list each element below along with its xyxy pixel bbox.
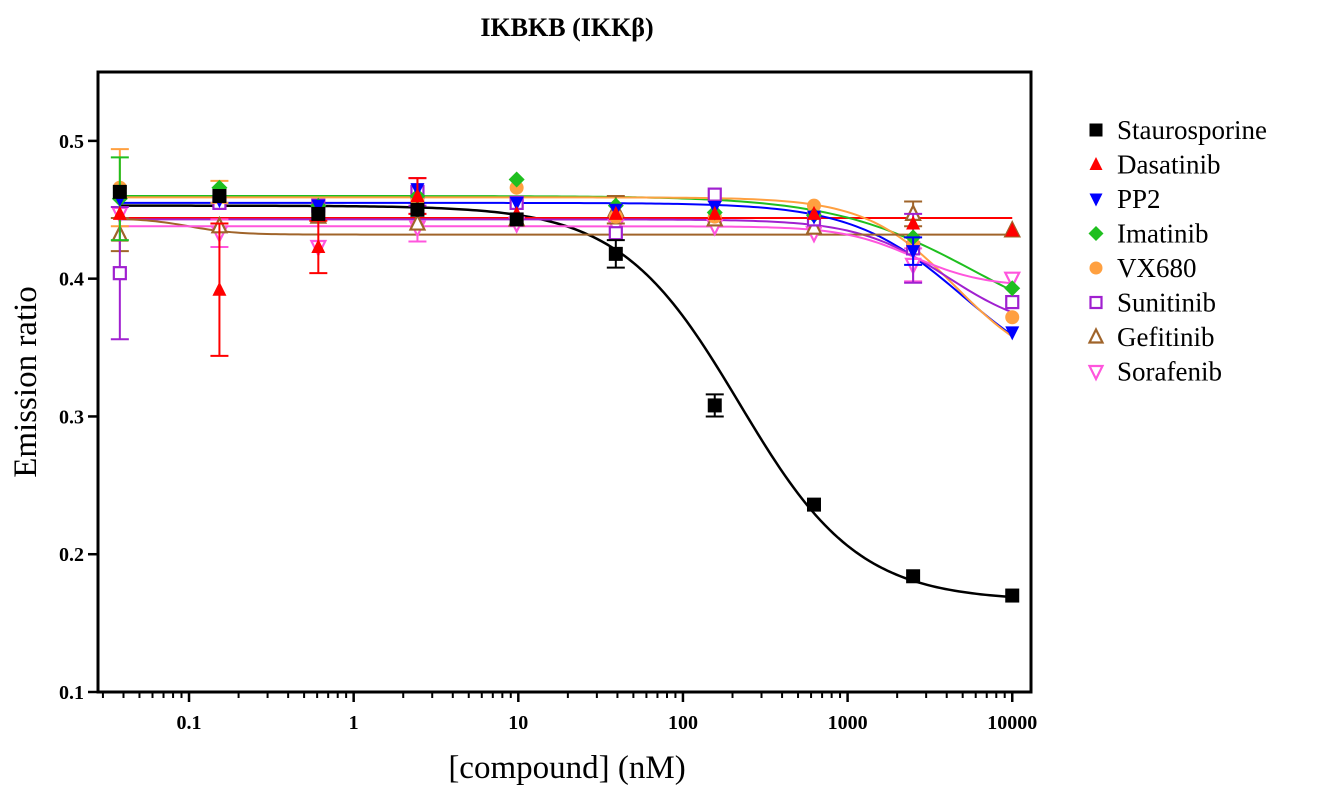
plot-frame [96,70,1033,694]
data-point-dasatinib [608,205,623,220]
x-axis-label: [compound] (nM) [448,750,685,786]
data-point-vx680 [509,180,524,195]
data-point-pp2 [509,196,524,211]
legend-label-imatinib: Imatinib [1117,219,1208,249]
data-point-dasatinib [112,205,127,220]
y-tick-label: 0.1 [59,682,84,704]
series-dasatinib [112,177,1020,357]
data-point-dasatinib [806,205,821,220]
x-axis: 0.1 1 10 100 1000 10000 [101,692,1037,734]
data-point-dasatinib [311,238,326,253]
legend-marker-sunitinib [1089,295,1103,310]
chart-title: IKBKB (IKKβ) [480,13,653,42]
data-point-pp2 [311,199,326,214]
y-tick-label: 0.2 [59,544,84,566]
data-point-vx680 [1005,310,1020,325]
y-axis: 0.1 0.2 0.3 0.4 0.5 [59,131,98,704]
y-tick-label: 0.4 [59,269,84,291]
data-point-staurosporine [311,206,326,221]
data-point-staurosporine [806,497,821,512]
data-point-staurosporine [608,246,623,261]
fit-curve-sorafenib [119,225,1013,285]
data-point-imatinib [1004,280,1021,297]
data-point-staurosporine [410,202,425,217]
y-tick-label: 0.5 [59,131,84,153]
data-point-dasatinib [906,215,921,230]
legend-marker-dasatinib [1089,157,1103,170]
legend-label-pp2: PP2 [1117,184,1161,214]
y-tick-label: 0.3 [59,406,84,428]
data-point-dasatinib [707,205,722,220]
data-point-dasatinib [1005,222,1020,237]
legend-marker-staurosporine [1089,123,1103,137]
data-point-staurosporine [707,398,722,413]
data-point-dasatinib [212,281,227,296]
data-point-dasatinib [410,188,425,202]
legend-label-staurosporine: Staurosporine [1117,115,1267,145]
y-axis-label: Emission ratio [8,286,44,478]
data-point-staurosporine [212,189,227,203]
legend-label-sunitinib: Sunitinib [1117,288,1216,318]
legend-label-vx680: VX680 [1117,253,1197,283]
series-vx680 [110,148,1020,325]
data-point-sunitinib [1005,294,1020,310]
fit-curve-vx680 [119,196,1013,338]
data-point-staurosporine [906,569,921,584]
data-point-staurosporine [112,184,127,199]
legend-marker-gefitinib [1087,327,1105,344]
series-gefitinib [110,195,1022,253]
legend-marker-sorafenib [1087,364,1105,382]
data-point-gefitinib [408,213,427,231]
data-point-pp2 [1005,326,1020,341]
fit-curve-gefitinib [119,217,1013,236]
legend-marker-vx680 [1089,261,1103,275]
legend: Staurosporine Dasatinib PP2 Imatinib VX680 Su… [1087,115,1267,387]
fit-curve-pp2 [119,201,1013,336]
data-point-pp2 [906,245,921,260]
data-point-vx680 [806,198,821,213]
legend-label-dasatinib: Dasatinib [1117,150,1220,180]
legend-label-sorafenib: Sorafenib [1117,357,1222,387]
data-point-imatinib [508,171,525,188]
x-tick-label: 10000 [987,712,1037,734]
x-tick-label: 10 [508,712,528,734]
data-point-staurosporine [1005,588,1020,603]
legend-marker-imatinib [1088,226,1104,241]
data-point-sunitinib [608,226,623,241]
legend-label-gefitinib: Gefitinib [1117,322,1214,352]
data-point-sunitinib [112,266,127,281]
fit-curve-staurosporine [119,204,1013,599]
fit-curves [119,195,1013,599]
x-tick-label: 0.1 [177,712,202,734]
data-point-staurosporine [509,212,524,227]
x-tick-label: 1 [349,712,359,734]
x-tick-label: 1000 [828,712,868,734]
x-tick-label: 100 [668,712,698,734]
data-point-gefitinib [805,217,823,235]
data-points [110,148,1022,603]
legend-marker-pp2 [1089,193,1103,207]
series-staurosporine [112,184,1020,603]
data-point-sorafenib [1003,271,1022,290]
data-point-sunitinib [707,187,722,202]
